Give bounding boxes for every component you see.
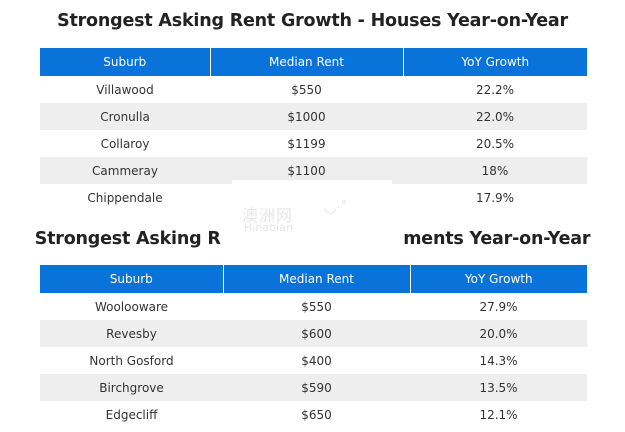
median-rent-cell: $1199	[287, 136, 326, 151]
watermark-chinese-text: 澳洲网	[242, 206, 294, 225]
houses-table-title: Strongest Asking Rent Growth - Houses Ye…	[57, 11, 568, 31]
houses-rent-table: Suburb Median Rent YoY Growth Villawood …	[40, 48, 587, 211]
table-row: North Gosford $400 14.3%	[40, 347, 587, 374]
suburb-cell: Villawood	[96, 82, 154, 97]
table-header-row: Suburb Median Rent YoY Growth	[40, 48, 587, 76]
median-rent-cell: $1100	[210, 157, 403, 184]
yoy-growth-cell: 12.1%	[479, 407, 518, 422]
median-rent-cell: $550	[301, 299, 332, 314]
suburb-cell: Cammeray	[40, 157, 210, 184]
table-row: Birchgrove $590 13.5%	[40, 374, 587, 401]
column-header-yoy-growth: YoY Growth	[410, 265, 587, 293]
column-header-yoy-growth: YoY Growth	[403, 48, 587, 76]
median-rent-cell: $1000	[210, 103, 403, 130]
table-row: Villawood $550 22.2%	[40, 76, 587, 103]
column-header-suburb: Suburb	[40, 48, 211, 76]
suburb-cell: Woolooware	[94, 299, 169, 314]
median-rent-cell: $650	[301, 407, 332, 422]
column-header-suburb: Suburb	[40, 265, 224, 293]
table-row: Chippendale 17.9%	[40, 184, 587, 211]
yoy-growth-cell: 20.0%	[410, 320, 587, 347]
median-rent-cell: $400	[301, 353, 332, 368]
suburb-cell: Revesby	[40, 320, 223, 347]
yoy-growth-cell: 18%	[403, 157, 587, 184]
table-row: Woolooware $550 27.9%	[40, 293, 587, 320]
median-rent-cell: $550	[291, 82, 322, 97]
table-row: Cammeray $1100 18%	[40, 157, 587, 184]
column-header-median-rent: Median Rent	[223, 265, 411, 293]
watermark-english-text: Hinabian	[244, 221, 293, 234]
yoy-growth-cell: 22.2%	[475, 82, 515, 97]
column-header-median-rent: Median Rent	[210, 48, 404, 76]
suburb-cell: Cronulla	[40, 103, 210, 130]
table-row: Cronulla $1000 22.0%	[40, 103, 587, 130]
median-rent-cell: $590	[223, 374, 410, 401]
apartments-rent-table: Suburb Median Rent YoY Growth Woolooware…	[40, 265, 587, 428]
yoy-growth-cell: 27.9%	[479, 299, 518, 314]
apartments-table-title: Strongest Asking R ments Year-on-Year	[34, 229, 591, 249]
yoy-growth-cell: 14.3%	[479, 353, 518, 368]
yoy-growth-cell: 17.9%	[475, 190, 515, 205]
watermark-overlay: 澳洲网 Hinabian ◡·˚	[232, 180, 392, 240]
yoy-growth-cell: 20.5%	[475, 136, 515, 151]
yoy-growth-cell: 13.5%	[410, 374, 587, 401]
table-header-row: Suburb Median Rent YoY Growth	[40, 265, 587, 293]
table-row: Revesby $600 20.0%	[40, 320, 587, 347]
table-row: Edgecliff $650 12.1%	[40, 401, 587, 428]
suburb-cell: Collaroy	[100, 136, 150, 151]
suburb-cell: North Gosford	[89, 353, 174, 368]
table-row: Collaroy $1199 20.5%	[40, 130, 587, 157]
suburb-cell: Birchgrove	[40, 374, 223, 401]
yoy-growth-cell: 22.0%	[403, 103, 587, 130]
median-rent-cell: $600	[223, 320, 410, 347]
suburb-cell: Edgecliff	[105, 407, 158, 422]
watermark-logo-icon: ◡·˚	[324, 200, 348, 216]
suburb-cell: Chippendale	[87, 190, 163, 205]
